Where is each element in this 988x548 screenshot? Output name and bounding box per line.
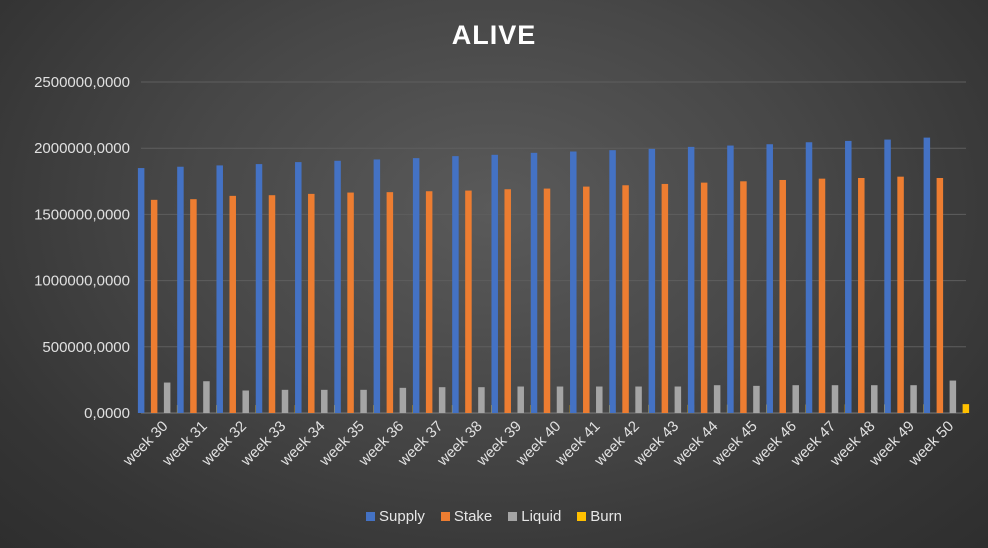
bar-burn — [962, 404, 970, 413]
legend-label: Liquid — [521, 508, 562, 525]
bar-stake — [700, 182, 708, 413]
bar-liquid — [674, 386, 682, 413]
bar-supply — [884, 139, 891, 413]
bar-stake — [936, 177, 944, 413]
bar-liquid — [321, 389, 328, 413]
legend-swatch — [577, 512, 587, 521]
bar-liquid — [242, 390, 249, 413]
legend-swatch — [366, 512, 376, 521]
bar-stake — [779, 179, 786, 413]
y-tick-label: 1500000,0000 — [34, 206, 130, 223]
bar-liquid — [163, 382, 171, 413]
bar-stake — [386, 192, 394, 413]
legend-item-supply: Supply — [366, 508, 425, 525]
bar-stake — [622, 185, 629, 413]
legend-swatch — [440, 512, 450, 521]
bar-stake — [740, 181, 747, 413]
legend: Supply Stake Liquid Burn — [0, 508, 988, 525]
bar-liquid — [792, 385, 799, 413]
y-tick-label: 500000,0000 — [42, 339, 130, 356]
bar-liquid — [713, 385, 721, 413]
bar-supply — [177, 166, 184, 413]
bar-liquid — [281, 389, 289, 413]
bar-stake — [425, 191, 433, 413]
bar-stake — [583, 186, 590, 413]
bar-supply — [845, 140, 852, 413]
legend-item-burn: Burn — [577, 508, 622, 525]
bar-supply — [452, 156, 459, 414]
bar-supply — [727, 145, 734, 413]
bar-supply — [648, 148, 656, 413]
bar-liquid — [596, 386, 603, 413]
bar-stake — [897, 176, 904, 413]
legend-label: Burn — [590, 508, 622, 525]
bar-liquid — [438, 387, 446, 413]
bar-stake — [229, 195, 236, 413]
bar-supply — [295, 162, 302, 413]
bar-supply — [687, 146, 695, 413]
y-tick-label: 2000000,0000 — [34, 140, 130, 157]
bar-liquid — [635, 386, 642, 413]
bar-liquid — [478, 387, 485, 413]
legend-label: Supply — [379, 508, 425, 525]
bar-supply — [412, 158, 420, 413]
bar-supply — [570, 151, 577, 413]
legend-item-liquid: Liquid — [508, 508, 561, 525]
bar-liquid — [517, 386, 524, 413]
bar-supply — [530, 152, 538, 414]
bar-supply — [334, 160, 341, 413]
bar-supply — [923, 137, 931, 413]
bar-liquid — [871, 385, 878, 413]
y-tick-label: 1000000,0000 — [34, 273, 130, 290]
y-tick-label: 2500000,0000 — [34, 74, 130, 91]
bar-stake — [543, 188, 551, 413]
bar-stake — [347, 192, 354, 413]
bar-liquid — [949, 380, 957, 413]
bar-stake — [190, 199, 197, 413]
bar-supply — [609, 150, 616, 413]
bar-supply — [491, 154, 498, 413]
legend-label: Stake — [453, 508, 493, 525]
bar-stake — [858, 177, 865, 413]
legend-item-stake: Stake — [440, 508, 493, 525]
bar-liquid — [910, 385, 917, 413]
bar-stake — [150, 199, 158, 413]
bar-stake — [504, 189, 511, 413]
bar-supply — [766, 144, 773, 413]
bar-liquid — [203, 381, 210, 413]
chart-title: ALIVE — [451, 20, 537, 50]
bar-supply — [373, 159, 381, 413]
bar-stake — [308, 193, 315, 413]
bar-liquid — [831, 385, 839, 413]
bar-liquid — [399, 387, 407, 413]
bar-stake — [661, 183, 669, 413]
bar-supply — [805, 142, 813, 413]
bar-stake — [268, 195, 276, 413]
bar-stake — [465, 190, 472, 413]
bar-liquid — [360, 389, 367, 413]
y-tick-label: 0,0000 — [84, 405, 130, 422]
legend-swatch — [508, 512, 518, 521]
bar-supply — [255, 164, 263, 413]
bar-liquid — [753, 385, 760, 413]
bar-stake — [818, 178, 826, 413]
bar-supply — [216, 165, 223, 413]
bar-liquid — [556, 386, 564, 413]
bar-supply — [137, 168, 145, 413]
